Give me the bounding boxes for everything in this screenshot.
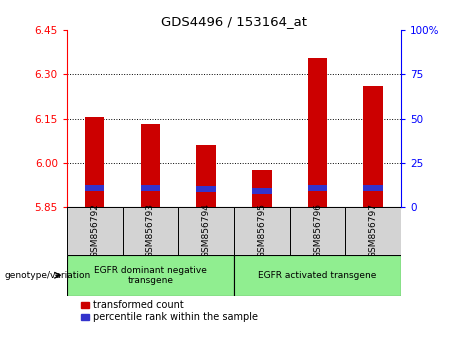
Text: EGFR activated transgene: EGFR activated transgene — [258, 271, 377, 280]
Bar — [363, 185, 383, 191]
FancyBboxPatch shape — [290, 207, 345, 255]
Text: GSM856795: GSM856795 — [257, 204, 266, 258]
Bar — [308, 58, 327, 207]
Text: EGFR dominant negative
transgene: EGFR dominant negative transgene — [94, 266, 207, 285]
FancyBboxPatch shape — [234, 207, 290, 255]
FancyBboxPatch shape — [345, 207, 401, 255]
Text: GSM856793: GSM856793 — [146, 204, 155, 258]
FancyBboxPatch shape — [178, 207, 234, 255]
Bar — [141, 125, 160, 207]
Text: genotype/variation: genotype/variation — [5, 271, 91, 280]
Bar — [252, 170, 272, 207]
Text: GSM856792: GSM856792 — [90, 204, 99, 258]
Bar — [252, 188, 272, 194]
Text: GSM856797: GSM856797 — [369, 204, 378, 258]
FancyBboxPatch shape — [67, 255, 234, 296]
Title: GDS4496 / 153164_at: GDS4496 / 153164_at — [161, 15, 307, 28]
Bar — [85, 185, 105, 191]
Text: GSM856794: GSM856794 — [201, 204, 211, 258]
Bar — [196, 145, 216, 207]
FancyBboxPatch shape — [67, 207, 123, 255]
Bar — [141, 185, 160, 191]
FancyBboxPatch shape — [234, 255, 401, 296]
FancyBboxPatch shape — [123, 207, 178, 255]
Bar — [363, 86, 383, 207]
Bar — [196, 187, 216, 192]
Bar — [85, 117, 105, 207]
Text: GSM856796: GSM856796 — [313, 204, 322, 258]
Legend: transformed count, percentile rank within the sample: transformed count, percentile rank withi… — [81, 301, 258, 322]
Bar — [308, 185, 327, 191]
